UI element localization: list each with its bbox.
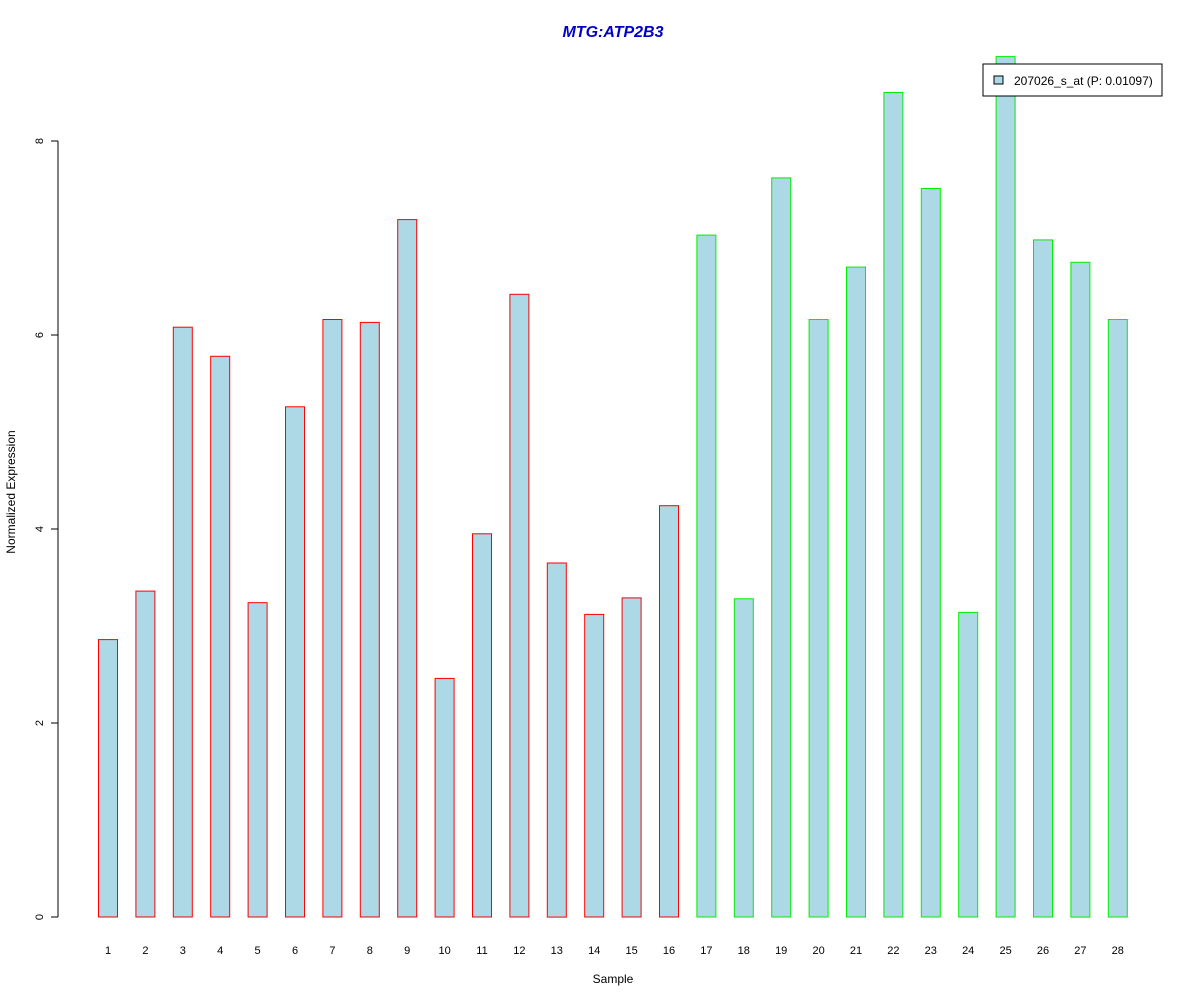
- x-tick-label: 7: [329, 945, 335, 957]
- bar-sample-20: [808, 319, 829, 918]
- y-tick-label: 8: [34, 138, 46, 144]
- x-tick-label: 25: [999, 945, 1011, 957]
- chart-title: MTG:ATP2B3: [562, 24, 663, 41]
- x-tick-label: 6: [292, 945, 298, 957]
- x-tick-label: 14: [588, 945, 600, 957]
- bar-sample-18: [733, 598, 754, 918]
- bar-sample-6: [285, 406, 305, 918]
- x-tick-label: 28: [1112, 945, 1124, 957]
- bar-sample-2: [135, 590, 156, 918]
- bar-sample-25: [995, 56, 1016, 918]
- x-tick-label: 17: [700, 945, 712, 957]
- x-tick-label: 10: [438, 945, 450, 957]
- bar-sample-1: [98, 639, 118, 918]
- bar-sample-24: [958, 611, 979, 918]
- x-tick-label: 27: [1074, 945, 1086, 957]
- y-tick-label: 6: [34, 332, 46, 338]
- bar-sample-14: [584, 613, 605, 918]
- x-axis-label: Sample: [593, 972, 634, 986]
- bar-sample-22: [883, 92, 904, 918]
- x-tick-label: 1: [105, 945, 111, 957]
- x-tick-label: 9: [404, 945, 410, 957]
- bar-sample-9: [397, 219, 418, 918]
- x-tick-label: 19: [775, 945, 787, 957]
- x-tick-label: 5: [255, 945, 261, 957]
- bar-sample-26: [1033, 239, 1053, 918]
- x-tick-label: 21: [850, 945, 862, 957]
- legend-swatch: [993, 75, 1004, 85]
- bar-sample-19: [771, 177, 792, 918]
- y-tick-label: 4: [34, 526, 46, 532]
- bar-sample-17: [696, 234, 717, 918]
- x-tick-label: 11: [476, 945, 487, 957]
- bar-sample-4: [210, 355, 231, 918]
- bar-sample-12: [509, 293, 530, 918]
- x-tick-label: 15: [625, 945, 637, 957]
- x-tick-label: 24: [962, 945, 974, 957]
- x-tick-label: 18: [738, 945, 750, 957]
- x-tick-label: 26: [1037, 945, 1049, 957]
- legend-label: 207026_s_at (P: 0.01097): [1014, 74, 1153, 88]
- bar-sample-23: [920, 188, 941, 918]
- x-tick-label: 20: [812, 945, 824, 957]
- bar-sample-5: [247, 602, 268, 918]
- x-tick-label: 23: [925, 945, 937, 957]
- bar-sample-8: [359, 321, 380, 918]
- x-tick-label: 12: [513, 945, 525, 957]
- bar-sample-16: [659, 505, 679, 918]
- y-tick-label: 2: [34, 720, 46, 726]
- bar-sample-27: [1070, 261, 1091, 918]
- y-axis-label: Normalized Expression: [4, 430, 18, 553]
- x-tick-label: 3: [180, 945, 186, 957]
- x-tick-label: 8: [367, 945, 373, 957]
- legend: 207026_s_at (P: 0.01097): [982, 63, 1163, 97]
- bar-sample-15: [621, 597, 642, 918]
- x-tick-label: 22: [887, 945, 899, 957]
- bar-sample-3: [172, 326, 193, 918]
- y-tick-label: 0: [34, 914, 46, 920]
- x-tick-labels: 1 2 3 4 5 6 7 8 9 10 11 12 13 14 15 16 17 18 19 20 21 22 23 24 2…: [105, 945, 1124, 957]
- x-tick-label: 4: [217, 945, 223, 957]
- bar-sample-7: [322, 319, 343, 918]
- y-axis: 0 2 4 6 8: [34, 138, 59, 920]
- bar-sample-21: [846, 266, 866, 918]
- x-tick-label: 2: [142, 945, 148, 957]
- bar-sample-13: [546, 562, 567, 918]
- x-tick-label: 13: [551, 945, 563, 957]
- bar-sample-28: [1107, 319, 1128, 918]
- x-tick-label: 16: [663, 945, 675, 957]
- bars: [98, 56, 1128, 918]
- bar-sample-10: [434, 677, 455, 918]
- bar-sample-11: [472, 533, 492, 918]
- legend-box: [982, 63, 1163, 97]
